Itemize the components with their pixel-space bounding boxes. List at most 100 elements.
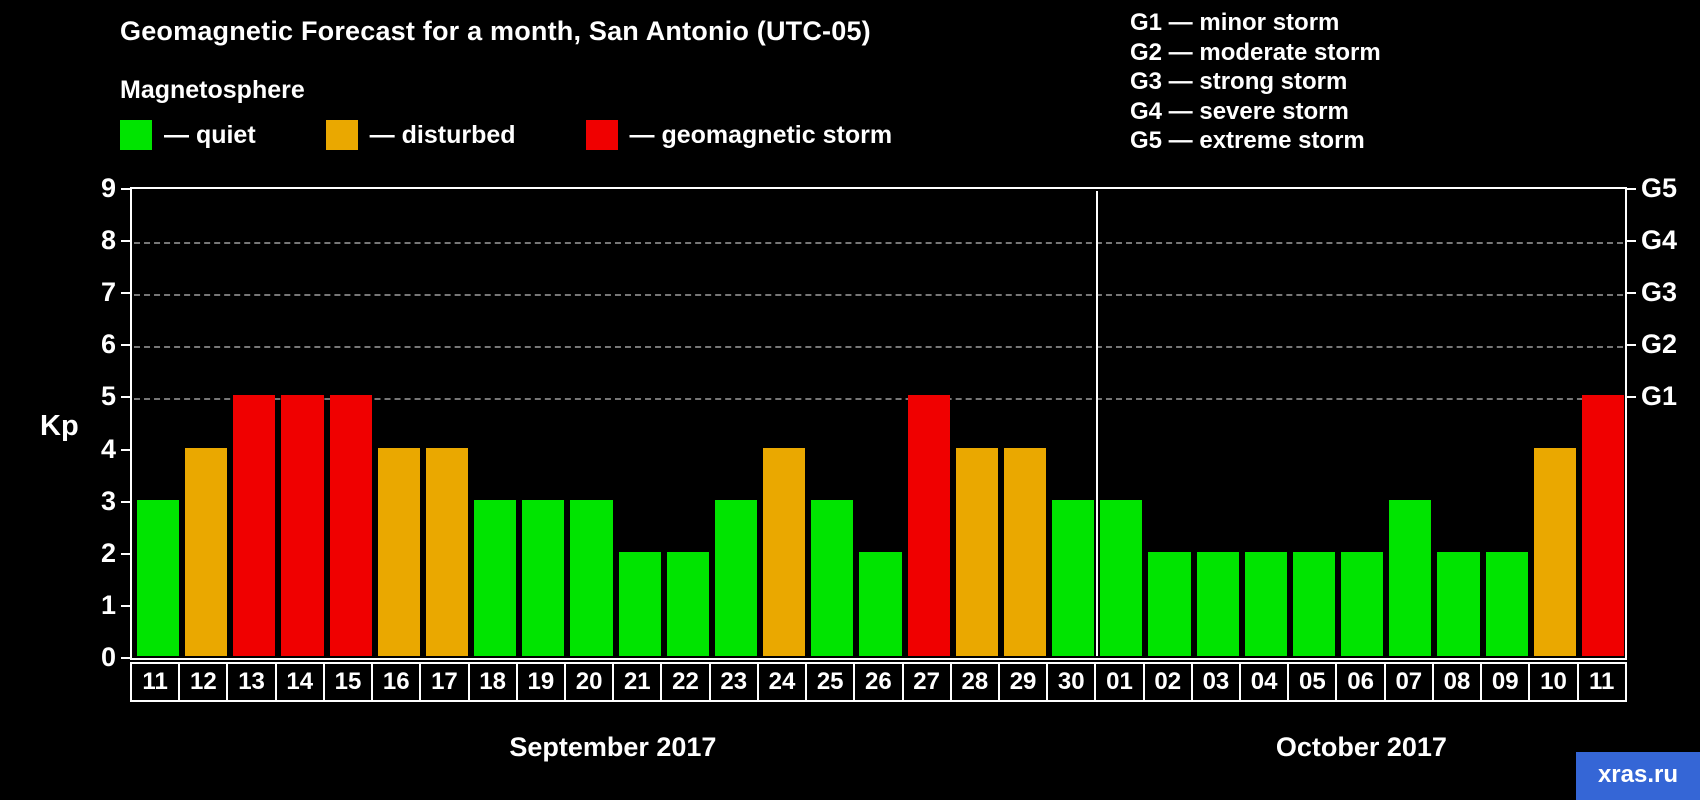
y-tick-mark <box>121 552 130 555</box>
bar-day-30-sep <box>1052 499 1095 656</box>
right-axis-label-g2: G2 <box>1641 329 1678 360</box>
day-label-18-sep: 18 <box>467 662 518 702</box>
legend-item-storm: — geomagnetic storm <box>585 120 893 150</box>
bar-day-17-sep <box>425 447 469 656</box>
day-label-21-sep: 21 <box>612 662 663 702</box>
y-tick-mark <box>121 188 130 190</box>
day-label-12-sep: 12 <box>178 662 229 702</box>
day-label-11-sep: 11 <box>130 662 181 702</box>
bar-day-20-sep <box>570 499 613 656</box>
y-tick-mark <box>121 448 130 451</box>
right-axis-label-g1: G1 <box>1641 381 1678 412</box>
y-tick-label-2: 2 <box>100 537 116 568</box>
bar-day-09-oct <box>1485 551 1528 656</box>
gridline-kp-8 <box>134 242 1623 245</box>
storm-scale-item-g2: G2 — moderate storm <box>1130 38 1381 66</box>
right-tick-mark <box>1627 240 1636 243</box>
bar-day-04-oct <box>1244 551 1287 656</box>
day-label-15-sep: 15 <box>322 662 374 702</box>
legend-label-disturbed: — disturbed <box>369 120 516 149</box>
day-label-23-sep: 23 <box>708 662 759 702</box>
legend-label-storm: — geomagnetic storm <box>629 120 893 149</box>
plot-area <box>130 187 1627 660</box>
day-label-27-sep: 27 <box>901 662 952 702</box>
bar-day-19-sep <box>522 499 565 656</box>
legend-item-disturbed: — disturbed <box>325 120 516 150</box>
bar-day-24-sep <box>763 447 806 656</box>
bar-day-18-sep <box>474 499 517 656</box>
day-label-30-sep: 30 <box>1046 662 1097 702</box>
y-tick-label-4: 4 <box>100 433 116 464</box>
subtitle-magnetosphere: Magnetosphere <box>120 76 305 104</box>
gridline-kp-6 <box>134 346 1623 349</box>
day-label-26-sep: 26 <box>853 662 904 702</box>
day-label-14-sep: 14 <box>274 662 325 702</box>
legend: — quiet — disturbed — geomagnetic storm <box>120 120 892 150</box>
day-label-09-oct: 09 <box>1480 662 1531 702</box>
bar-day-16-sep <box>377 447 420 656</box>
y-tick-mark <box>121 500 130 503</box>
right-tick-mark <box>1627 188 1636 190</box>
day-label-05-oct: 05 <box>1287 662 1338 702</box>
bar-day-07-oct <box>1389 499 1432 656</box>
bar-day-26-sep <box>859 551 902 656</box>
right-tick-mark <box>1627 344 1636 347</box>
day-label-16-sep: 16 <box>371 662 422 702</box>
y-tick-label-8: 8 <box>100 225 116 256</box>
day-label-22-sep: 22 <box>660 662 711 702</box>
y-tick-label-6: 6 <box>100 329 116 360</box>
day-label-07-oct: 07 <box>1383 662 1434 702</box>
bar-day-08-oct <box>1437 551 1480 656</box>
right-axis-label-g5: G5 <box>1641 173 1678 203</box>
y-tick-label-0: 0 <box>100 642 116 672</box>
storm-scale-list: G1 — minor storm G2 — moderate storm G3 … <box>1130 8 1381 156</box>
bar-day-10-oct <box>1533 447 1576 656</box>
bar-day-06-oct <box>1341 551 1384 656</box>
bar-day-12-sep <box>185 447 228 656</box>
day-label-25-sep: 25 <box>805 662 856 702</box>
y-tick-label-5: 5 <box>100 381 116 412</box>
bar-day-14-sep <box>281 395 324 656</box>
page-title: Geomagnetic Forecast for a month, San An… <box>120 16 871 46</box>
bar-day-25-sep <box>811 499 854 656</box>
month-label-september: September 2017 <box>509 732 717 762</box>
bar-day-27-sep <box>907 395 950 656</box>
y-tick-label-1: 1 <box>100 589 116 620</box>
bar-day-22-sep <box>666 551 709 656</box>
storm-scale-item-g1: G1 — minor storm <box>1130 9 1340 36</box>
day-label-11-oct: 11 <box>1576 662 1627 702</box>
bar-day-03-oct <box>1196 551 1239 656</box>
disturbed-color-swatch-icon <box>325 120 358 150</box>
storm-color-swatch-icon <box>585 120 618 150</box>
watermark-xras[interactable]: xras.ru <box>1575 752 1700 800</box>
right-axis-label-g4: G4 <box>1641 225 1678 256</box>
gridline-kp-7 <box>134 294 1623 297</box>
y-tick-label-3: 3 <box>100 485 116 516</box>
month-separator-line <box>1096 191 1099 656</box>
day-label-19-sep: 19 <box>515 662 566 702</box>
bar-day-28-sep <box>955 447 998 656</box>
y-tick-mark <box>121 240 130 243</box>
day-label-03-oct: 03 <box>1190 662 1242 702</box>
legend-label-quiet: — quiet <box>164 120 256 149</box>
right-axis-label-g3: G3 <box>1641 277 1678 308</box>
y-tick-label-9: 9 <box>100 173 116 203</box>
bar-day-05-oct <box>1292 551 1336 656</box>
bar-day-23-sep <box>714 499 758 656</box>
day-label-17-sep: 17 <box>419 662 470 702</box>
bar-day-29-sep <box>1003 447 1047 656</box>
y-tick-mark <box>121 396 130 399</box>
kp-forecast-chart: 11 12 13 14 15 16 17 18 19 20 21 22 23 24 25 26 27 28 29 30… <box>101 173 1677 762</box>
right-tick-mark <box>1627 396 1636 399</box>
bar-day-13-sep <box>233 395 276 656</box>
day-label-13-sep: 13 <box>226 662 277 702</box>
legend-item-quiet: — quiet <box>120 120 256 150</box>
month-label-october: October 2017 <box>1275 732 1447 762</box>
day-label-06-oct: 06 <box>1335 662 1386 702</box>
bar-day-11-oct <box>1581 395 1624 656</box>
bar-day-01-oct <box>1100 499 1143 656</box>
y-tick-label-7: 7 <box>100 277 116 308</box>
storm-scale-item-g5: G5 — extreme storm <box>1130 127 1365 154</box>
gridline-kp-5 <box>134 398 1623 401</box>
day-label-28-sep: 28 <box>949 662 1000 702</box>
